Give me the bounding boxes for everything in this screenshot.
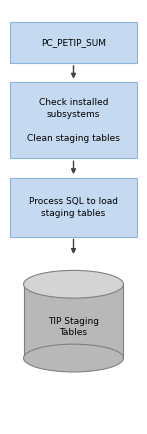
Ellipse shape — [24, 344, 123, 372]
FancyBboxPatch shape — [10, 178, 137, 237]
Text: TIP Staging
Tables: TIP Staging Tables — [48, 317, 99, 338]
Ellipse shape — [24, 270, 123, 298]
Text: Process SQL to load
staging tables: Process SQL to load staging tables — [29, 197, 118, 217]
FancyBboxPatch shape — [10, 22, 137, 63]
Text: Check installed
subsystems

Clean staging tables: Check installed subsystems Clean staging… — [27, 98, 120, 143]
Polygon shape — [24, 284, 123, 358]
Text: PC_PETIP_SUM: PC_PETIP_SUM — [41, 38, 106, 47]
FancyBboxPatch shape — [10, 82, 137, 158]
